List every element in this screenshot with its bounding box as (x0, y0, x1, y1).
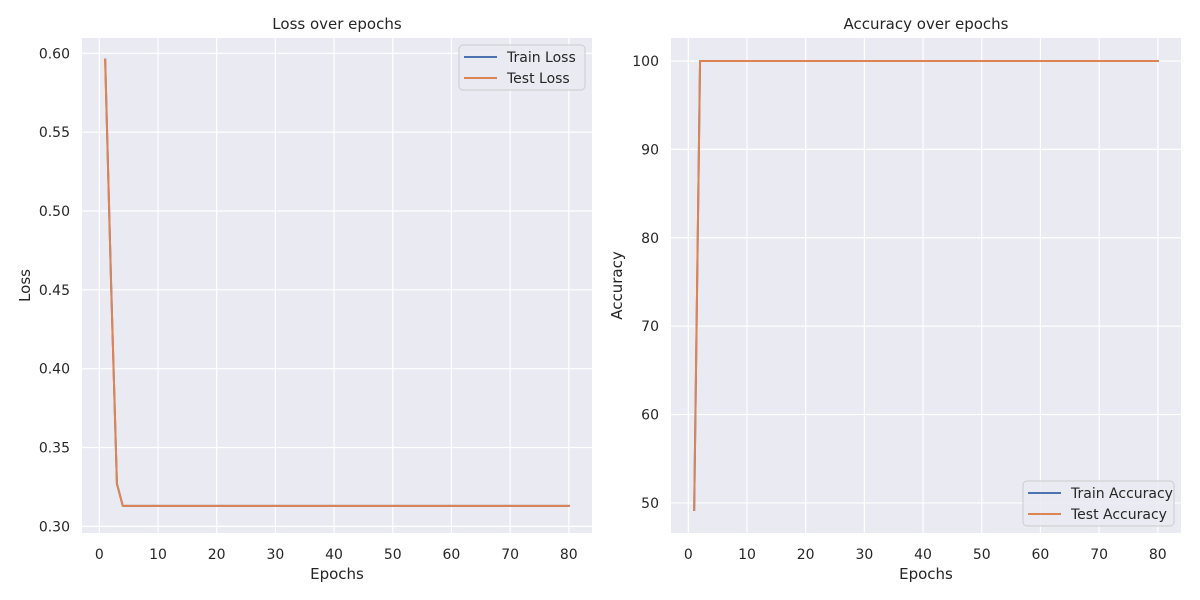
x-tick-label: 30 (855, 547, 873, 563)
x-tick-label: 50 (973, 547, 991, 563)
legend-label-test: Test Accuracy (1070, 507, 1167, 523)
x-tick-label: 70 (1090, 547, 1108, 563)
series-line-test (693, 59, 1159, 512)
y-tick-label: 70 (641, 319, 659, 335)
x-tick-label: 20 (797, 547, 815, 563)
y-tick-label: 0.45 (39, 283, 70, 299)
legend-label-train: Train Loss (506, 50, 576, 66)
x-tick-label: 40 (325, 547, 343, 563)
x-tick-label: 0 (684, 547, 693, 563)
chart-title: Loss over epochs (272, 15, 402, 33)
y-tick-label: 0.30 (39, 519, 70, 535)
y-tick-label: 100 (632, 54, 659, 70)
legend-label-test: Test Loss (506, 71, 570, 87)
y-tick-label: 50 (641, 496, 659, 512)
x-tick-label: 80 (1149, 547, 1167, 563)
plot-area (671, 38, 1181, 533)
x-tick-label: 10 (738, 547, 756, 563)
x-tick-label: 10 (149, 547, 167, 563)
x-tick-label: 70 (501, 547, 519, 563)
y-tick-label: 0.35 (39, 441, 70, 457)
x-tick-label: 30 (266, 547, 284, 563)
plot-area (82, 38, 592, 533)
y-axis-title: Accuracy (608, 251, 626, 320)
chart-loss: 0 10 20 30 40 50 60 70 80 0.30 0.35 0.40 0.45 0.50 0.5… (16, 15, 592, 583)
legend: Train Loss Test Loss (458, 44, 586, 91)
x-tick-label: 20 (208, 547, 226, 563)
y-tick-label: 60 (641, 408, 659, 424)
x-tick-label: 80 (560, 547, 578, 563)
x-tick-label: 60 (443, 547, 461, 563)
chart-accuracy: 0 10 20 30 40 50 60 70 80 50 60 70 80 90 100 Accuracy o… (608, 15, 1181, 583)
x-axis-title: Epochs (310, 565, 364, 583)
y-tick-label: 0.60 (39, 46, 70, 62)
y-axis-title: Loss (16, 269, 34, 302)
y-tick-label: 0.55 (39, 125, 70, 141)
series-line-test (104, 58, 570, 507)
chart-title: Accuracy over epochs (844, 15, 1009, 33)
x-tick-label: 60 (1032, 547, 1050, 563)
legend: Train Accuracy Test Accuracy (1022, 480, 1175, 527)
legend-label-train: Train Accuracy (1070, 486, 1173, 502)
x-axis-title: Epochs (899, 565, 953, 583)
y-tick-label: 90 (641, 142, 659, 158)
y-tick-label: 80 (641, 231, 659, 247)
y-tick-label: 0.50 (39, 204, 70, 220)
x-tick-label: 50 (384, 547, 402, 563)
y-tick-label: 0.40 (39, 362, 70, 378)
x-tick-label: 0 (95, 547, 104, 563)
x-tick-label: 40 (914, 547, 932, 563)
